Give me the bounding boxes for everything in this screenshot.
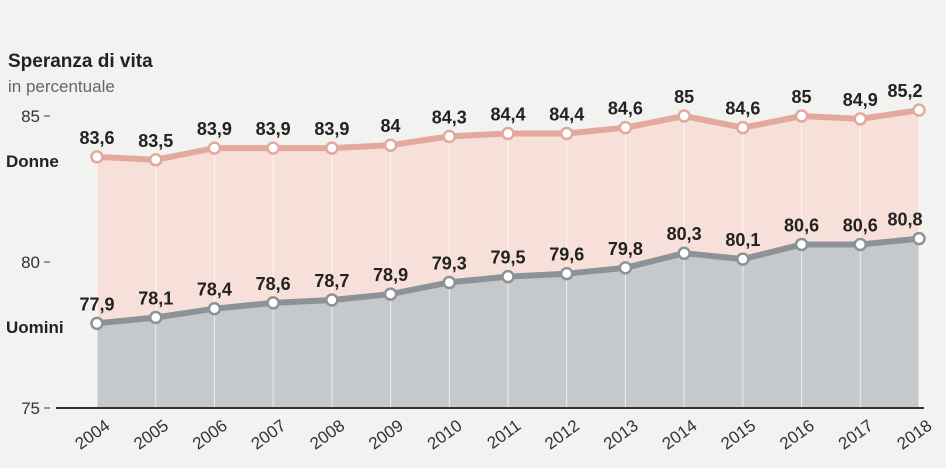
- men-data-label: 78,6: [256, 274, 291, 294]
- women-data-label: 83,9: [256, 119, 291, 139]
- women-data-label: 85: [792, 87, 812, 107]
- women-data-label: 84,4: [549, 105, 584, 125]
- data-labels: 83,6 83,5 83,9 83,9 83,9 84 84,3 84,4 84,4 84,6 85…: [79, 81, 922, 314]
- men-marker: [207, 301, 222, 316]
- men-marker: [559, 266, 574, 281]
- women-data-label: 84,6: [608, 99, 643, 119]
- women-data-label: 84,6: [725, 99, 760, 119]
- men-data-label: 79,3: [432, 253, 467, 273]
- men-data-label: 78,4: [197, 280, 232, 300]
- x-tick-label: 2009: [365, 416, 407, 454]
- men-marker: [794, 237, 809, 252]
- women-marker: [853, 112, 868, 126]
- men-marker: [90, 316, 104, 331]
- y-tick-label: 80: [21, 253, 40, 272]
- women-marker: [266, 141, 280, 155]
- men-data-label: 80,3: [667, 224, 702, 244]
- men-marker: [912, 231, 926, 246]
- men-marker: [736, 252, 750, 266]
- y-tick-label: 75: [21, 399, 40, 418]
- chart-title: Speranza di vita: [8, 51, 153, 72]
- women-marker: [207, 141, 222, 155]
- women-marker: [559, 126, 574, 141]
- x-tick-label: 2014: [659, 416, 701, 454]
- men-data-label: 78,9: [373, 265, 408, 285]
- series-markers: [90, 103, 926, 331]
- men-data-label: 79,5: [490, 248, 525, 268]
- women-data-label: 83,9: [314, 119, 349, 139]
- men-marker: [501, 269, 515, 284]
- women-marker: [501, 126, 515, 141]
- men-marker: [853, 237, 868, 252]
- women-data-label: 84,9: [843, 90, 878, 110]
- x-axis: 2004 2005 2006 2007 2008 2009 2010 2011 2012 2013…: [56, 407, 936, 454]
- women-data-label: 84,4: [490, 105, 525, 125]
- women-marker: [794, 109, 809, 123]
- men-data-label: 80,1: [725, 230, 760, 250]
- x-tick-label: 2006: [189, 416, 231, 454]
- x-tick-label: 2015: [717, 416, 759, 454]
- women-marker: [90, 150, 104, 164]
- y-axis: 75 80 85: [21, 107, 50, 418]
- x-tick-label: 2008: [306, 416, 348, 454]
- women-data-label: 83,5: [138, 131, 173, 151]
- x-tick-label: 2004: [72, 416, 114, 454]
- men-data-label: 79,8: [608, 239, 643, 259]
- men-data-label: 79,6: [549, 245, 584, 265]
- vertical-gridlines: [96, 110, 920, 408]
- series-label-donne: Donne: [6, 152, 59, 171]
- women-marker: [442, 129, 457, 144]
- women-marker: [736, 120, 750, 135]
- x-tick-label: 2007: [248, 416, 290, 454]
- men-marker: [383, 287, 398, 301]
- y-tick-label: 85: [21, 107, 40, 126]
- x-tick-label: 2018: [894, 416, 936, 454]
- women-data-label: 85: [674, 87, 694, 107]
- women-marker: [383, 138, 398, 152]
- men-data-label: 78,7: [314, 271, 349, 291]
- women-marker: [677, 109, 691, 123]
- x-tick-label: 2016: [776, 416, 818, 454]
- men-data-label: 80,6: [843, 215, 878, 235]
- men-marker: [148, 310, 163, 325]
- women-marker: [325, 141, 339, 155]
- men-marker: [442, 275, 457, 290]
- women-marker: [618, 120, 633, 135]
- men-marker: [618, 261, 633, 275]
- men-data-label: 80,6: [784, 215, 819, 235]
- men-data-label: 78,1: [138, 288, 173, 308]
- men-marker: [266, 296, 280, 310]
- women-data-label: 84: [381, 116, 401, 136]
- x-tick-label: 2017: [835, 416, 877, 454]
- men-marker: [677, 246, 691, 260]
- x-tick-label: 2012: [541, 416, 583, 454]
- women-data-label: 83,6: [79, 128, 114, 148]
- women-data-label: 83,9: [197, 119, 232, 139]
- x-tick-label: 2005: [130, 416, 172, 454]
- x-tick-label: 2010: [424, 416, 466, 454]
- chart-subtitle: in percentuale: [8, 77, 115, 96]
- men-data-label: 80,8: [887, 210, 922, 230]
- men-marker: [325, 293, 339, 307]
- women-data-label: 85,2: [887, 81, 922, 101]
- women-marker: [912, 103, 926, 117]
- x-tick-label: 2013: [600, 416, 642, 454]
- men-data-label: 77,9: [79, 294, 114, 314]
- x-tick-label: 2011: [484, 416, 525, 453]
- series-label-uomini: Uomini: [6, 318, 64, 337]
- women-data-label: 84,3: [432, 107, 467, 127]
- women-marker: [148, 153, 163, 167]
